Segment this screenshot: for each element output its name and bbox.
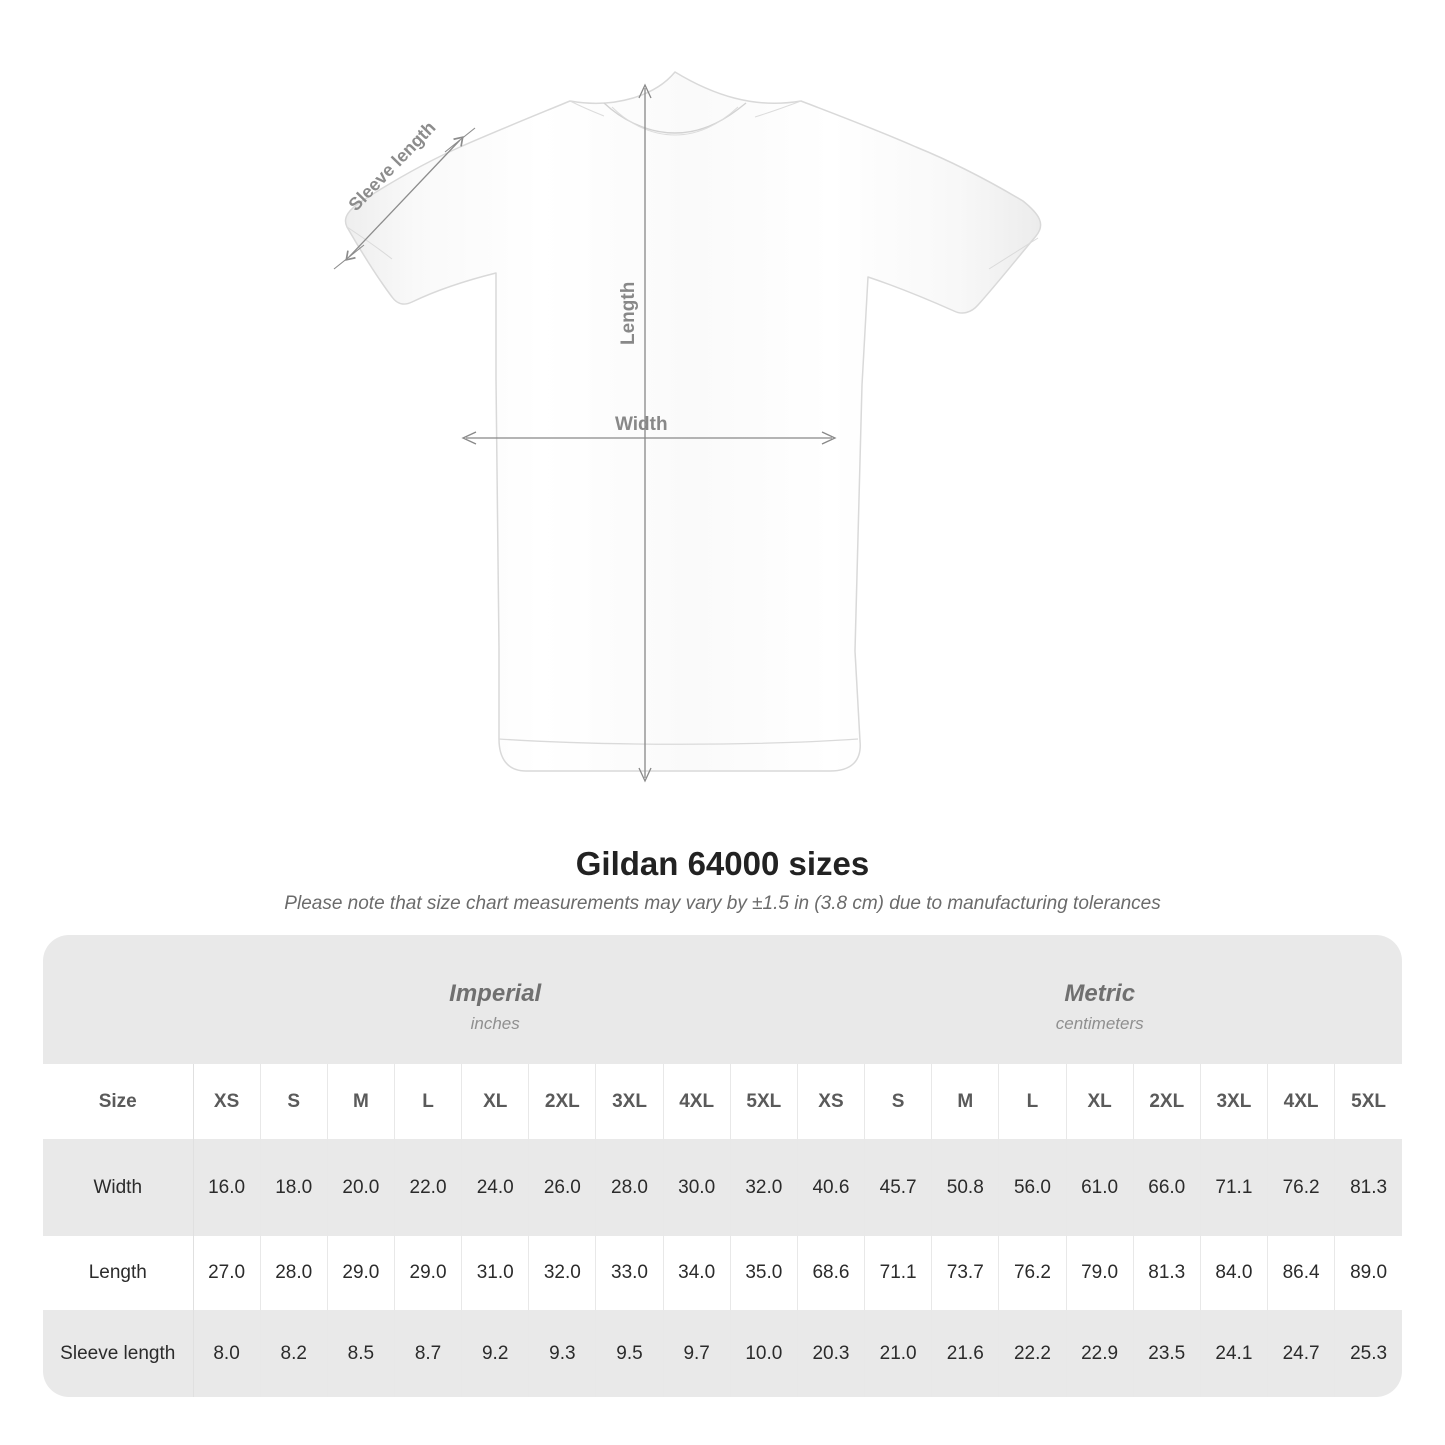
svg-text:Sleeve length: Sleeve length	[344, 117, 439, 214]
svg-text:Length: Length	[618, 282, 639, 345]
svg-text:Width: Width	[615, 414, 668, 435]
